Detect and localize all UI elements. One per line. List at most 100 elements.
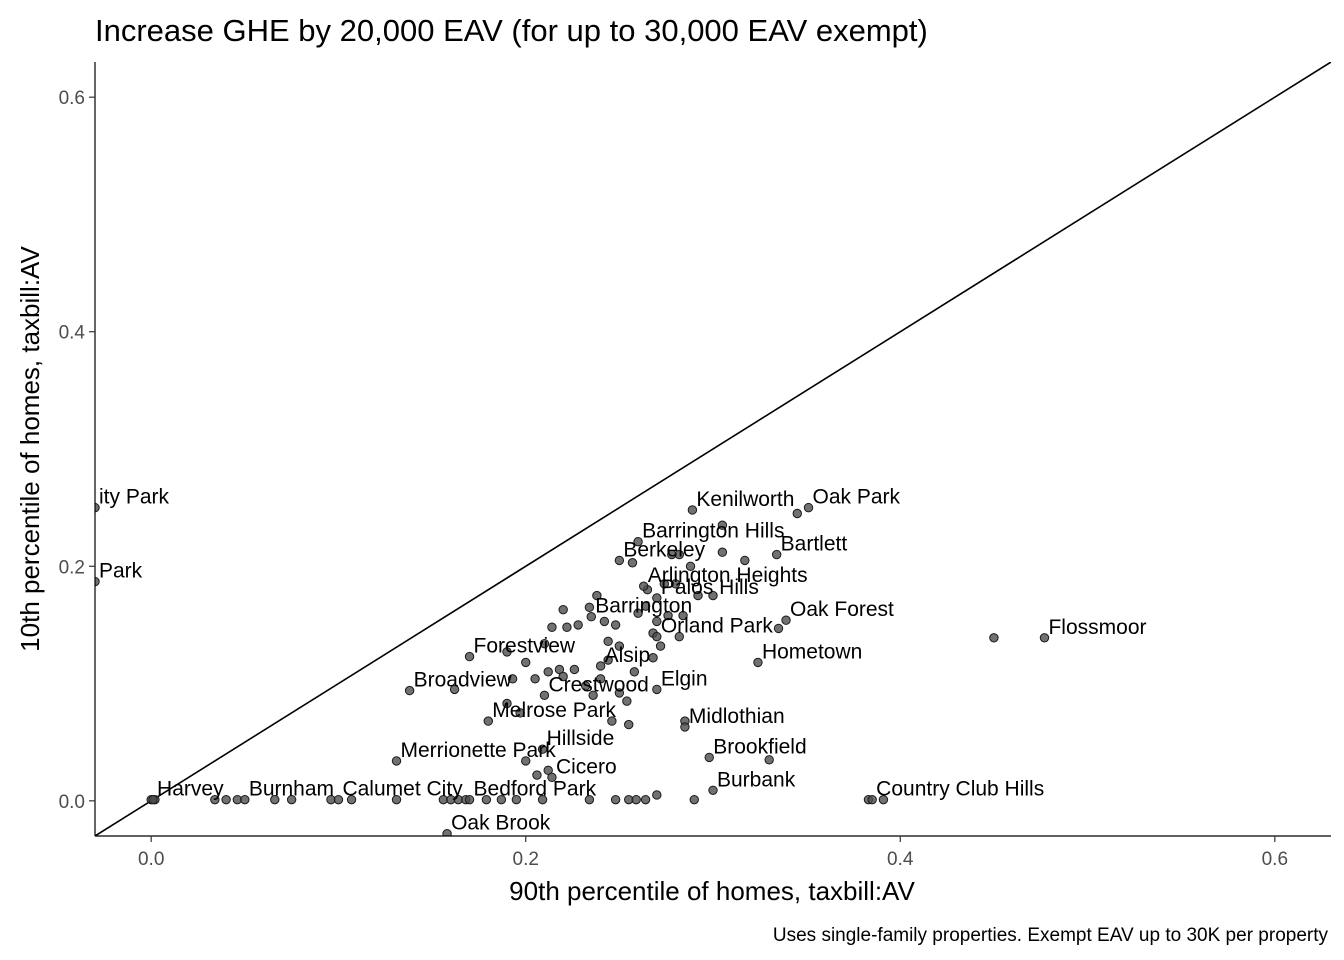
- data-point-labeled: [391, 756, 402, 766]
- data-point: [502, 647, 512, 657]
- data-point-labeled: [404, 685, 415, 696]
- data-point-labeled: [614, 555, 625, 566]
- data-point: [773, 623, 784, 634]
- data-point-labeled: [771, 549, 782, 560]
- point-label: Berkeley: [623, 538, 705, 561]
- point-label: Arlington Heights: [648, 564, 808, 587]
- point-label: Crestwood: [548, 673, 648, 696]
- data-point-labeled: [442, 828, 452, 836]
- point-label: Elgin: [661, 667, 708, 690]
- data-point-labeled: [633, 536, 643, 547]
- y-tick-label: 0.2: [59, 557, 85, 578]
- data-point: [588, 690, 598, 700]
- data-point: [717, 520, 728, 530]
- data-point: [270, 794, 280, 805]
- data-point-labeled: [483, 716, 493, 726]
- data-point: [592, 590, 602, 601]
- data-point: [569, 664, 580, 675]
- y-tick-label: 0.6: [59, 88, 85, 109]
- y-tick-label: 0.4: [59, 323, 86, 344]
- x-tick-label: 0.4: [887, 849, 914, 870]
- x-axis-title: 90th percentile of homes, taxbill:AV: [509, 876, 915, 906]
- points-layer: [95, 502, 1050, 836]
- identity-line: [95, 62, 1331, 836]
- data-point: [603, 636, 613, 647]
- data-point: [539, 638, 550, 649]
- data-point: [640, 601, 651, 611]
- x-tick-label: 0.0: [138, 849, 164, 870]
- data-point: [764, 755, 774, 765]
- data-point: [515, 708, 525, 718]
- data-point-labeled: [464, 651, 475, 662]
- data-point: [521, 756, 531, 766]
- point-label: Palos Hills: [661, 576, 759, 599]
- data-point: [614, 688, 625, 698]
- x-tick-label: 0.2: [513, 849, 539, 870]
- data-point: [607, 716, 617, 726]
- point-label: Cicero: [556, 755, 617, 778]
- point-labels-layer: ity Park Park Kenilworth Oak Park Barrington…: [99, 486, 1147, 835]
- y-axis-title: 10th percentile of homes, taxbill:AV: [15, 246, 45, 652]
- data-point: [449, 684, 460, 695]
- data-point: [640, 794, 651, 805]
- data-point: [580, 681, 591, 691]
- data-point: [989, 633, 999, 643]
- data-point-labeled: [781, 615, 791, 625]
- data-point: [496, 794, 507, 805]
- y-axis-ticks: 0.0 0.2 0.4 0.6: [59, 88, 95, 813]
- data-point: [481, 794, 492, 805]
- data-point: [717, 547, 728, 557]
- data-point: [511, 794, 522, 805]
- point-label: Brookfield: [713, 735, 806, 758]
- data-point-labeled: [652, 593, 662, 603]
- data-point: [629, 667, 640, 677]
- data-point: [391, 794, 402, 805]
- data-point: [558, 671, 568, 682]
- point-label: Forestview: [474, 635, 576, 658]
- point-label: Barrington: [595, 595, 692, 618]
- data-point: [537, 794, 548, 805]
- point-label: Calumet City: [342, 778, 463, 801]
- data-point: [584, 794, 595, 805]
- point-label: Park: [99, 560, 143, 583]
- point-label: Hillside: [547, 727, 615, 750]
- point-label: Harvey: [157, 778, 224, 801]
- reference-line-layer: [95, 62, 1331, 836]
- data-point: [221, 794, 231, 805]
- data-point: [610, 620, 621, 630]
- point-label: Burbank: [717, 768, 796, 791]
- data-point: [622, 696, 632, 706]
- data-point: [346, 794, 357, 805]
- data-point: [655, 641, 666, 651]
- data-point: [678, 610, 688, 621]
- data-point: [614, 641, 625, 651]
- data-point-labeled: [586, 612, 596, 622]
- data-point: [558, 604, 568, 615]
- point-label: Melrose Park: [492, 699, 616, 722]
- data-point: [624, 719, 634, 730]
- data-point-labeled: [680, 722, 690, 732]
- data-point-labeled: [803, 502, 814, 513]
- chart-title: Increase GHE by 20,000 EAV (for up to 30…: [95, 13, 928, 48]
- data-point: [708, 590, 718, 601]
- data-point: [878, 794, 889, 805]
- data-point: [599, 616, 610, 627]
- data-point: [648, 653, 658, 663]
- data-point: [685, 561, 696, 571]
- x-tick-label: 0.6: [1262, 849, 1288, 870]
- point-label: Broadview: [414, 669, 513, 692]
- point-label: Burnham: [249, 778, 334, 801]
- data-point: [670, 579, 681, 589]
- data-point-labeled: [867, 794, 877, 805]
- data-point: [210, 794, 220, 805]
- point-label: Oak Brook: [451, 812, 551, 835]
- chart-caption: Uses single-family properties. Exempt EA…: [773, 925, 1329, 946]
- data-point-labeled: [333, 794, 344, 805]
- data-point-labeled: [537, 744, 548, 754]
- data-point: [652, 616, 662, 627]
- data-point: [573, 620, 583, 630]
- data-point: [507, 674, 518, 684]
- data-point-labeled: [464, 794, 475, 805]
- data-point-labeled: [753, 657, 763, 668]
